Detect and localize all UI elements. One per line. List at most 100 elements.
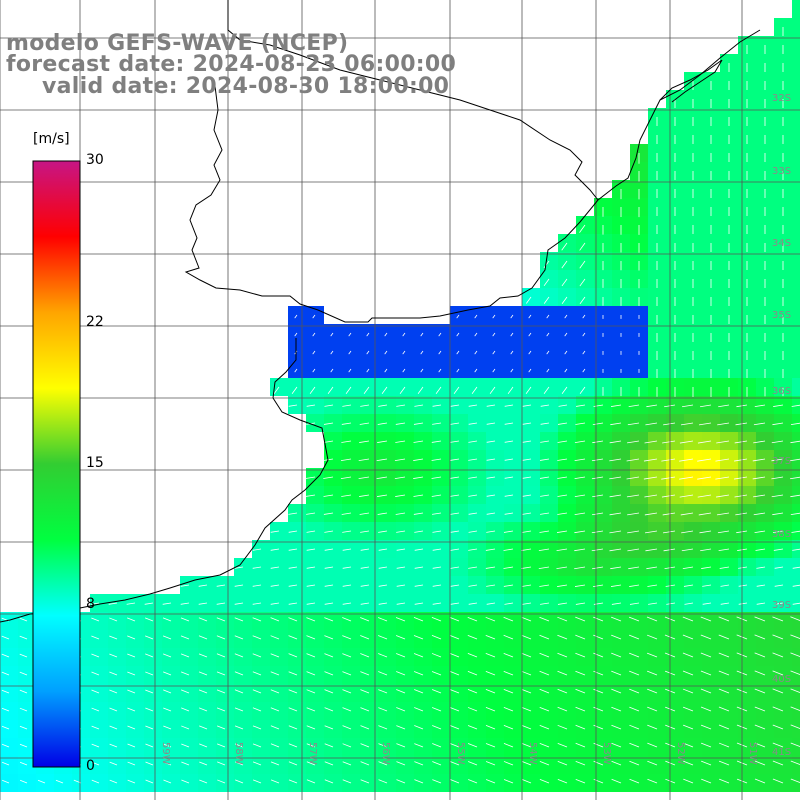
wind-arrow (288, 761, 298, 766)
wind-arrow (609, 548, 622, 552)
wind-arrow (771, 440, 784, 444)
wind-arrow (717, 530, 730, 534)
wind-arrow (306, 512, 316, 515)
wind-arrow (163, 761, 172, 766)
wind-arrow (486, 584, 496, 587)
wind-arrow (378, 404, 388, 407)
wind-arrow (450, 584, 460, 587)
wind-arrow (681, 530, 694, 534)
wind-arrow (342, 689, 352, 694)
wind-arrow (109, 653, 118, 658)
wind-cell (792, 450, 800, 468)
wind-arrow (324, 689, 334, 694)
wind-arrow (557, 652, 568, 658)
wind-arrow (611, 404, 622, 407)
wind-arrow (456, 314, 460, 319)
wind-arrow (564, 314, 568, 319)
wind-arrow (593, 688, 604, 694)
wind-arrow (288, 689, 298, 694)
wind-arrow (90, 602, 100, 605)
wind-arrow (561, 242, 568, 251)
wind-arrow (486, 404, 496, 407)
wind-arrow (216, 689, 226, 694)
wind-arrow (414, 404, 424, 407)
wind-arrow (485, 652, 496, 658)
wind-arrow (579, 224, 586, 233)
wind-arrow (521, 652, 532, 658)
wind-arrow (288, 635, 298, 640)
wind-arrow (539, 706, 550, 712)
wind-arrow (145, 725, 154, 730)
wind-arrow (662, 530, 676, 534)
wind-arrow (366, 350, 370, 355)
wind-arrow (540, 440, 550, 443)
wind-arrow (503, 761, 514, 766)
wind-arrow (312, 350, 316, 355)
wind-arrow (643, 476, 658, 480)
wind-arrow (291, 386, 298, 395)
wind-arrow (646, 634, 658, 640)
wind-arrow (468, 761, 478, 766)
wind-arrow (306, 671, 316, 676)
wind-arrow (180, 671, 190, 676)
wind-cell (792, 648, 800, 666)
wind-arrow (575, 652, 586, 658)
wind-arrow (1, 689, 10, 694)
wind-arrow (252, 689, 262, 694)
wind-arrow (538, 548, 550, 551)
wind-arrow (217, 761, 226, 766)
wind-arrow (294, 368, 298, 373)
wind-arrow (754, 724, 766, 730)
wind-arrow (557, 440, 568, 443)
wind-arrow (697, 458, 712, 462)
wind-arrow (312, 332, 316, 337)
wind-arrow (91, 671, 100, 676)
wind-arrow (593, 760, 604, 766)
wind-arrow (234, 602, 244, 605)
wind-arrow (756, 584, 766, 587)
wind-arrow (198, 689, 208, 694)
wind-arrow (341, 512, 352, 515)
wind-arrow (697, 476, 712, 480)
wind-arrow (664, 404, 676, 408)
wind-arrow (432, 566, 442, 569)
wind-arrow (456, 332, 460, 337)
wind-arrow (306, 404, 316, 407)
wind-arrow (715, 494, 730, 498)
wind-arrow (539, 742, 550, 748)
wind-arrow (378, 743, 388, 748)
wind-arrow (772, 760, 784, 766)
wind-arrow (366, 332, 370, 337)
wind-arrow (557, 476, 568, 479)
wind-arrow (579, 242, 586, 251)
wind-arrow (648, 602, 658, 605)
wind-arrow (270, 548, 280, 551)
wind-arrow (145, 635, 154, 640)
colorbar-unit: [m/s] (33, 131, 70, 147)
wind-arrow (468, 494, 478, 497)
wind-arrow (109, 725, 118, 730)
wind-arrow (561, 260, 568, 269)
wind-arrow (19, 725, 28, 730)
wind-arrow (682, 616, 694, 622)
wind-arrow (378, 635, 388, 640)
wind-cell (792, 396, 800, 414)
wind-arrow (340, 458, 352, 461)
wind-arrow (575, 706, 586, 712)
colorbar-tick-0: 0 (86, 758, 95, 774)
wind-arrow (449, 494, 460, 497)
wind-arrow (414, 548, 424, 551)
wind-arrow (431, 458, 442, 461)
wind-arrow (718, 724, 730, 730)
wind-arrow (468, 440, 478, 443)
wind-arrow (790, 512, 800, 516)
lon-label-55W: 55W (455, 742, 466, 765)
wind-arrow (324, 761, 334, 766)
wind-arrow (646, 652, 658, 658)
wind-arrow (579, 386, 586, 395)
wind-arrow (234, 671, 244, 676)
wind-arrow (450, 440, 460, 443)
wind-arrow (384, 368, 388, 373)
wind-arrow (127, 635, 136, 640)
wind-arrow (485, 725, 496, 730)
